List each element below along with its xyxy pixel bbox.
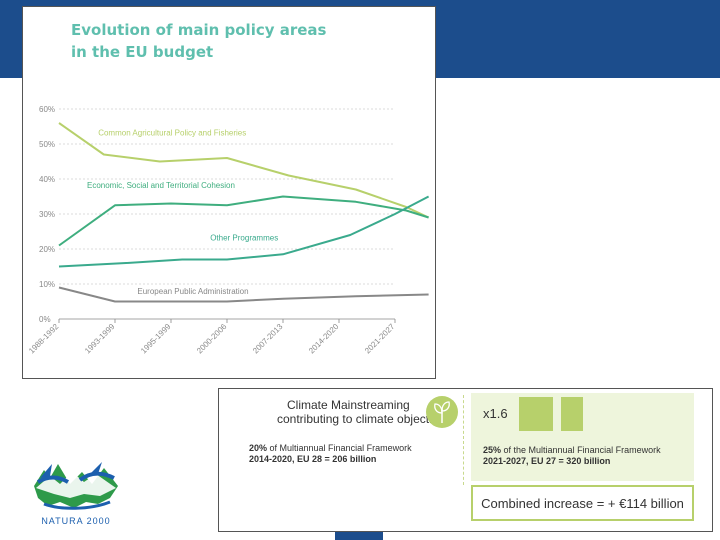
climate-title: Climate Mainstreaming (287, 398, 410, 412)
line-chart: 0% 10% 20% 30% 40% 50% 60% 1988-1992 1993-1999 19… (27, 105, 430, 356)
mff-2014-2020-text: 20% of Multiannual Financial Framework 2… (249, 443, 449, 465)
chart-title: Evolution of main policy areas in the EU… (71, 19, 326, 63)
right-line-1: of the Multiannual Financial Framework (501, 445, 661, 455)
chart-title-line-2: in the EU budget (71, 43, 214, 61)
mff-2021-2027-text: 25% of the Multiannual Financial Framewo… (483, 445, 693, 467)
logo-text: NATURA 2000 (41, 516, 110, 526)
chart-panel: Evolution of main policy areas in the EU… (22, 6, 436, 379)
x-tick-label: 2021-2027 (363, 322, 397, 356)
series-line (58, 286, 429, 303)
series-label: European Public Administration (137, 287, 248, 296)
combined-increase: Combined increase = + €114 billion (471, 485, 694, 521)
climate-subtitle: contributing to climate objectives (277, 412, 451, 426)
left-pct: 20% (249, 443, 268, 453)
increase-bar-1 (519, 397, 553, 431)
y-tick-label: 40% (39, 175, 55, 184)
x-tick-label: 1993-1999 (83, 322, 117, 356)
x-tick-label: 1988-1992 (27, 322, 61, 356)
right-line-2: 2021-2027, EU 27 = 320 billion (483, 456, 611, 466)
bottom-tab (335, 532, 383, 540)
y-tick-label: 30% (39, 210, 55, 219)
plant-icon (426, 396, 458, 428)
y-tick-label: 50% (39, 140, 55, 149)
x-tick-label: 2014-2020 (307, 322, 341, 356)
series-label: Common Agricultural Policy and Fisheries (98, 128, 246, 137)
dashed-divider (463, 395, 464, 485)
series-line (58, 122, 430, 219)
y-tick-label: 60% (39, 105, 55, 114)
x-tick-label: 2000-2006 (195, 322, 229, 356)
left-line-1: of Multiannual Financial Framework (267, 443, 412, 453)
right-pct: 25% (483, 445, 502, 455)
increase-bar-2 (561, 397, 583, 431)
natura-2000-logo: NATURA 2000 (30, 458, 122, 530)
multiplier: x1.6 (483, 406, 508, 421)
series-label: Other Programmes (210, 233, 278, 242)
left-line-2: 2014-2020, EU 28 = 206 billion (249, 454, 377, 464)
y-tick-label: 10% (39, 280, 55, 289)
series-line (58, 195, 430, 268)
chart-title-line-1: Evolution of main policy areas (71, 21, 327, 39)
y-tick-label: 20% (39, 245, 55, 254)
climate-mainstreaming-panel: Climate Mainstreaming contributing to cl… (218, 388, 713, 532)
y-tick-label: 0% (39, 315, 51, 324)
series-label: Economic, Social and Territorial Cohesio… (87, 181, 235, 190)
series-line (58, 195, 429, 247)
x-tick-label: 2007-2013 (251, 322, 285, 356)
x-tick-label: 1995-1999 (139, 322, 173, 356)
logo-graphic (34, 462, 118, 510)
